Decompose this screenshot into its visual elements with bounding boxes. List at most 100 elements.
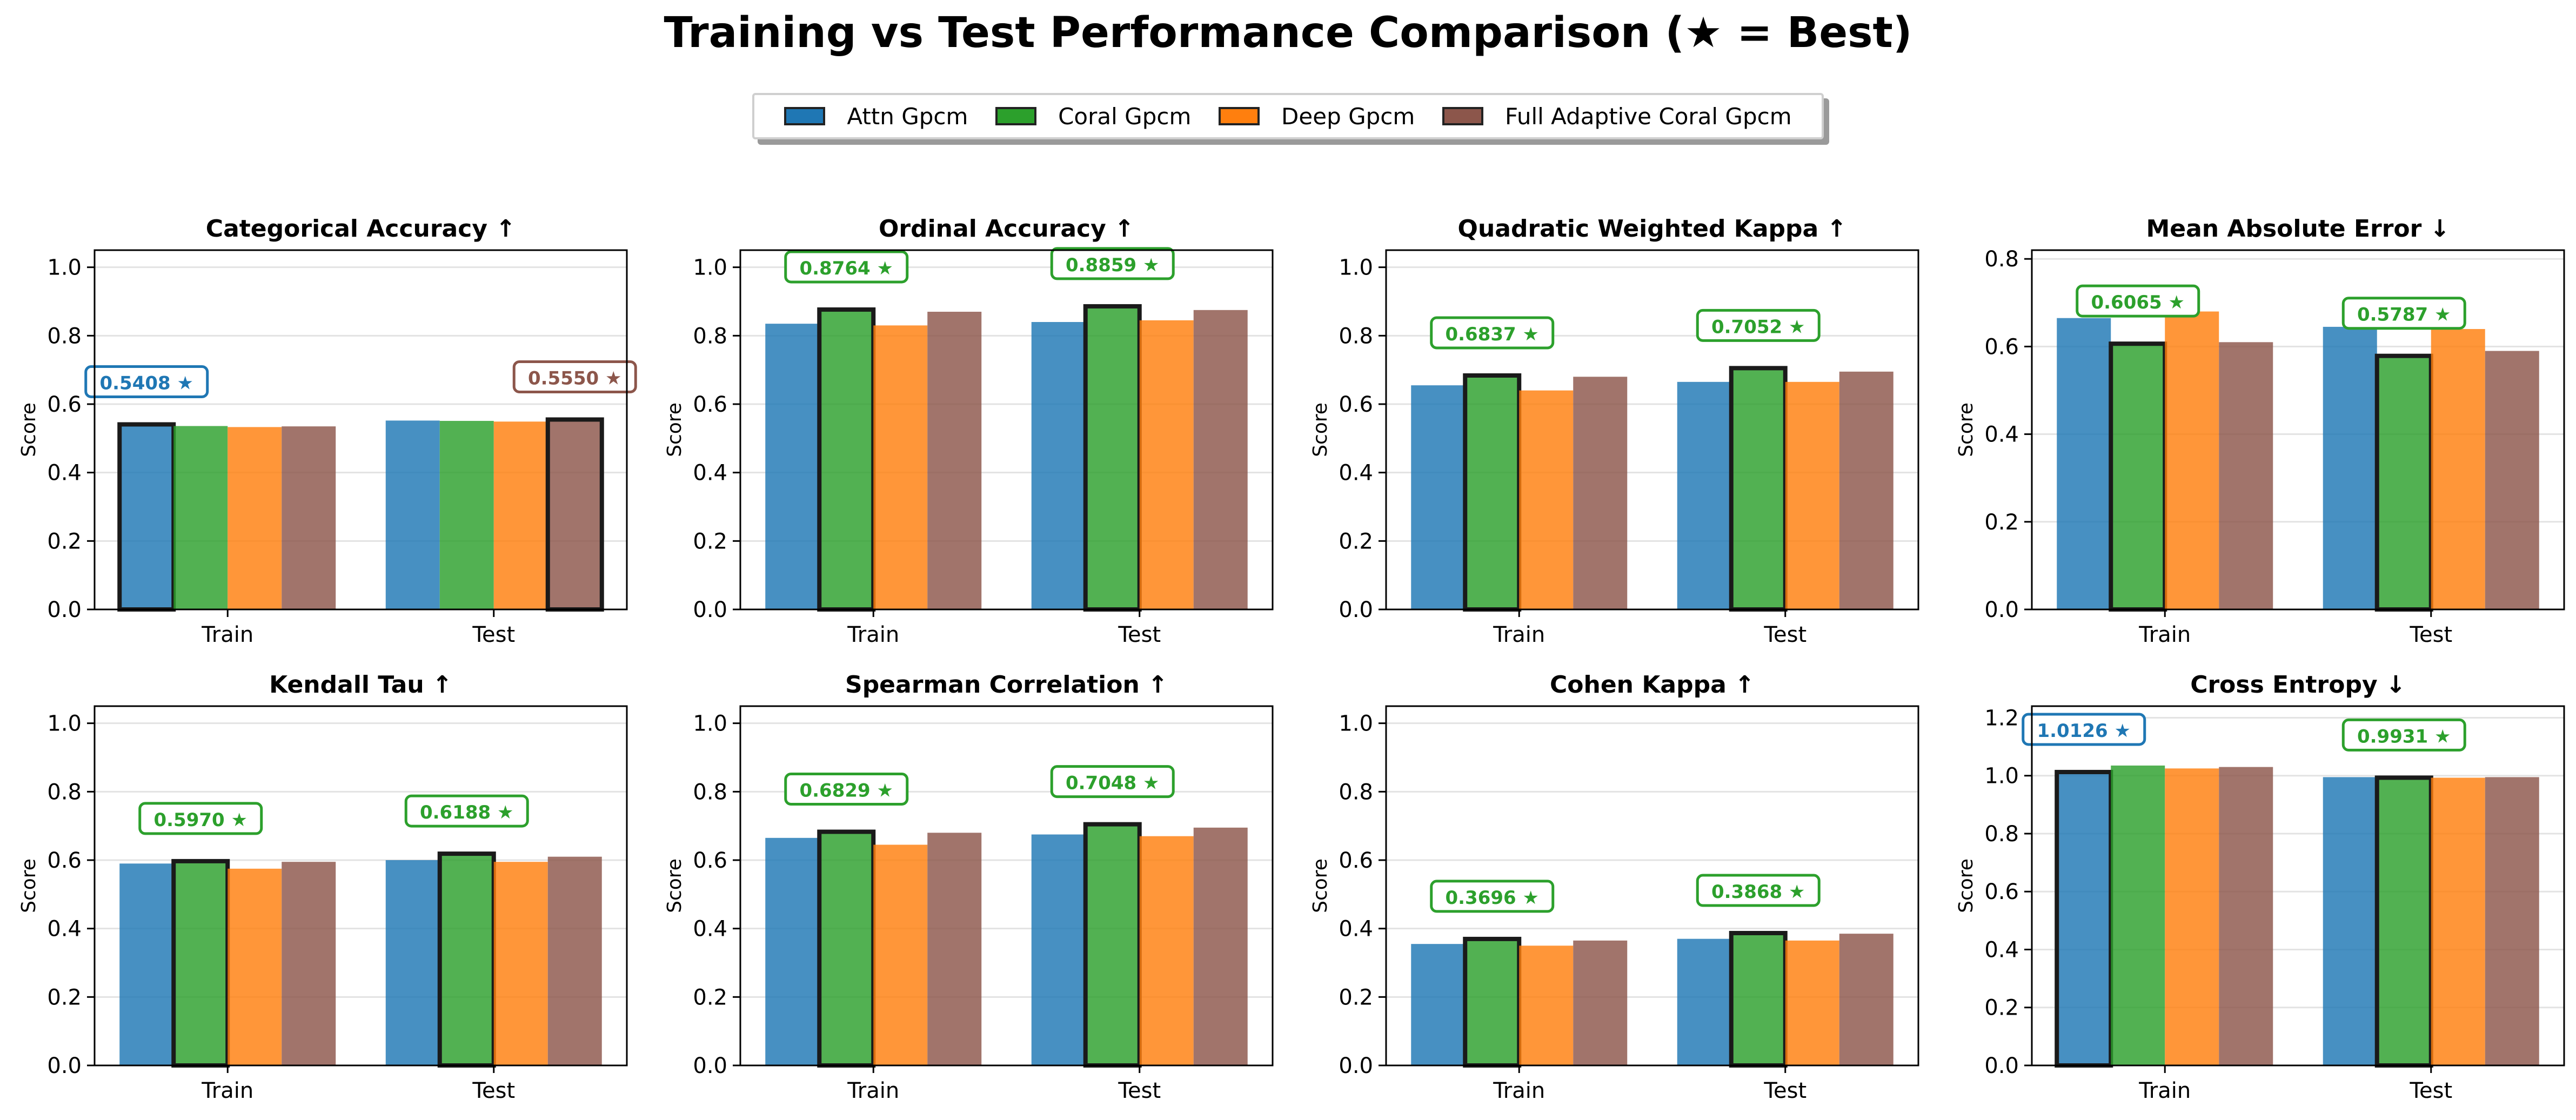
bar-test-attn-gpcm — [1677, 938, 1731, 1065]
y-tick-label: 0.0 — [1984, 598, 2019, 622]
best-label-box — [1430, 880, 1555, 913]
bar-test-attn-gpcm — [1677, 381, 1731, 609]
best-value-label: 0.8764 ★ — [799, 258, 893, 279]
bar-train-full-adaptive-coral-gpcm — [1573, 940, 1628, 1065]
y-tick-label: 0.4 — [1339, 461, 1373, 486]
best-label-box — [2341, 297, 2466, 330]
best-value-label: 0.8859 ★ — [1066, 254, 1160, 276]
y-tick-label: 0.8 — [1339, 324, 1373, 348]
bar-train-attn-gpcm — [117, 422, 176, 612]
y-tick-label: 0.4 — [47, 461, 82, 486]
best-label-box — [1050, 765, 1175, 799]
y-tick-label: 0.2 — [693, 529, 727, 554]
bar-test-coral-gpcm — [437, 851, 496, 1068]
legend: Attn Gpcm Coral Gpcm Deep Gpcm Full Adap… — [752, 93, 1824, 139]
best-label-box — [2022, 713, 2146, 746]
y-axis-label: Score — [664, 403, 686, 457]
best-value-label: 0.6829 ★ — [799, 780, 893, 801]
bar-train-deep-gpcm — [1519, 945, 1574, 1065]
bar-train-attn-gpcm — [765, 324, 820, 609]
legend-swatch-coral-gpcm — [995, 107, 1037, 125]
bar-test-coral-gpcm — [1729, 931, 1788, 1068]
y-tick-label: 1.2 — [1984, 706, 2019, 730]
y-tick-label: 1.0 — [693, 256, 727, 280]
y-tick-label: 0.4 — [47, 917, 82, 942]
best-label-box — [84, 365, 209, 398]
x-tick-label: Test — [1118, 1078, 1161, 1103]
bar-train-deep-gpcm — [1519, 390, 1574, 609]
bar-train-coral-gpcm — [817, 307, 876, 612]
bar-test-coral-gpcm — [1083, 822, 1142, 1068]
y-tick-label: 0.6 — [47, 848, 82, 873]
y-tick-label: 0.6 — [47, 392, 82, 417]
y-tick-label: 0.6 — [693, 848, 727, 873]
bar-test-full-adaptive-coral-gpcm — [1193, 310, 1248, 609]
bar-test-full-adaptive-coral-gpcm — [2485, 777, 2539, 1065]
y-tick-label: 0.8 — [1984, 822, 2019, 847]
plot-frame — [2031, 705, 2565, 1067]
chart-title: Cross Entropy ↓ — [2190, 671, 2406, 699]
bar-train-coral-gpcm — [1463, 936, 1522, 1068]
best-label-box — [1430, 316, 1555, 350]
bar-test-deep-gpcm — [1139, 320, 1194, 609]
bar-test-deep-gpcm — [2431, 777, 2485, 1065]
legend-item-coral-gpcm: Coral Gpcm — [995, 103, 1191, 130]
chart-panel-spearman-correlation: Spearman Correlation ↑ 0.0 0.2 0.4 0.6 0.8 1.0… — [664, 671, 1274, 1103]
best-label-box — [404, 794, 529, 828]
legend-item-full-adaptive-coral-gpcm: Full Adaptive Coral Gpcm — [1442, 103, 1792, 130]
bar-test-attn-gpcm — [2323, 326, 2377, 609]
y-tick-label: 0.8 — [1339, 780, 1373, 804]
bar-test-deep-gpcm — [493, 421, 548, 609]
y-tick-label: 0.0 — [47, 1054, 82, 1078]
y-axis-label: Score — [1309, 403, 1332, 457]
best-label-box — [1696, 874, 1821, 907]
y-tick-label: 1.0 — [47, 256, 82, 280]
x-tick-label: Train — [847, 1078, 899, 1103]
chart-title: Spearman Correlation ↑ — [845, 671, 1168, 699]
bar-train-full-adaptive-coral-gpcm — [282, 426, 336, 609]
bar-train-coral-gpcm — [2111, 765, 2165, 1065]
bar-train-coral-gpcm — [1463, 373, 1522, 612]
bar-test-coral-gpcm — [1083, 304, 1142, 612]
figure-title: Training vs Test Performance Comparison … — [664, 9, 1912, 57]
plot-frame — [2031, 249, 2565, 611]
plot-frame — [93, 249, 628, 611]
legend-item-attn-gpcm: Attn Gpcm — [784, 103, 968, 130]
legend-label-deep-gpcm: Deep Gpcm — [1281, 103, 1415, 130]
best-value-label: 0.5970 ★ — [153, 809, 247, 831]
y-tick-label: 0.2 — [1984, 510, 2019, 535]
x-tick-label: Test — [472, 1078, 515, 1103]
bar-test-full-adaptive-coral-gpcm — [1839, 371, 1893, 609]
chart-title: Quadratic Weighted Kappa ↑ — [1458, 215, 1847, 243]
x-tick-label: Train — [1493, 622, 1545, 647]
chart-title: Cohen Kappa ↑ — [1550, 671, 1755, 699]
x-tick-label: Test — [2409, 622, 2452, 647]
bar-test-deep-gpcm — [1785, 381, 1839, 609]
legend-swatch-attn-gpcm — [784, 107, 826, 125]
y-tick-label: 0.2 — [1339, 985, 1373, 1010]
best-label-box — [1050, 247, 1175, 280]
best-value-label: 0.6837 ★ — [1445, 324, 1539, 345]
y-tick-label: 0.6 — [1984, 880, 2019, 904]
x-tick-label: Train — [201, 622, 253, 647]
bar-test-attn-gpcm — [385, 420, 440, 609]
bar-test-deep-gpcm — [2431, 328, 2485, 609]
best-value-label: 0.9931 ★ — [2357, 726, 2451, 747]
y-tick-label: 1.0 — [1339, 256, 1373, 280]
chart-title: Kendall Tau ↑ — [269, 671, 452, 699]
best-label-box — [512, 360, 637, 393]
chart-title: Ordinal Accuracy ↑ — [879, 215, 1134, 243]
bar-train-coral-gpcm — [817, 829, 876, 1068]
y-tick-label: 0.2 — [1339, 529, 1373, 554]
bar-test-full-adaptive-coral-gpcm — [1839, 934, 1893, 1065]
y-tick-label: 0.0 — [693, 598, 727, 622]
y-tick-label: 1.0 — [47, 712, 82, 736]
legend-swatch-deep-gpcm — [1219, 107, 1260, 125]
legend-item-deep-gpcm: Deep Gpcm — [1219, 103, 1415, 130]
chart-panel-cohen-kappa: Cohen Kappa ↑ 0.0 0.2 0.4 0.6 0.8 1.0 Score Trai… — [1309, 671, 1919, 1103]
plot-frame — [1385, 249, 1919, 611]
x-tick-label: Train — [2138, 622, 2191, 647]
bar-train-deep-gpcm — [2165, 311, 2219, 609]
x-tick-label: Test — [1763, 1078, 1806, 1103]
bar-train-coral-gpcm — [173, 426, 228, 609]
